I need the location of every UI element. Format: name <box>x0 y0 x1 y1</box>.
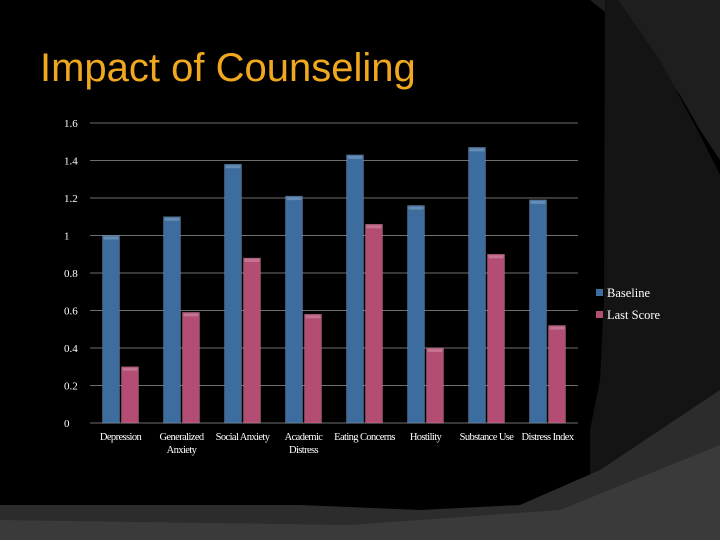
bar-highlight <box>408 206 424 210</box>
bar-last-score <box>426 347 444 424</box>
bar-highlight <box>488 255 504 259</box>
x-axis-labels: Depression Generalized Anxiety Social Anxie… <box>100 432 576 456</box>
decor-band-bottom <box>0 390 720 540</box>
y-tick-label: 1.2 <box>64 193 78 205</box>
legend-label: Baseline <box>607 286 650 300</box>
x-category-label: Distress Index <box>522 432 575 443</box>
bar-baseline <box>407 205 425 424</box>
bar-last-score <box>487 253 505 424</box>
y-axis-ticks: 0 0.2 0.4 0.6 0.8 1 1.2 1.4 1.6 <box>64 118 78 430</box>
bar-highlight <box>122 367 138 371</box>
bar-baseline <box>224 163 242 424</box>
bar-last-score <box>182 312 200 424</box>
bar-highlight <box>469 148 485 152</box>
slide-title: Impact of Counseling <box>40 46 416 90</box>
bar-highlight <box>305 315 321 319</box>
bar-baseline <box>102 235 120 424</box>
x-category-label: Depression <box>100 432 143 443</box>
bar-highlight <box>347 155 363 159</box>
x-category-label: Social Anxiety <box>216 432 271 443</box>
y-tick-label: 1 <box>64 231 70 243</box>
bar-baseline <box>346 154 364 424</box>
y-tick-label: 0.6 <box>64 306 78 318</box>
y-tick-label: 0.8 <box>64 268 78 280</box>
bar-highlight <box>183 313 199 317</box>
y-tick-label: 0.2 <box>64 381 78 393</box>
x-category-label: Eating Concerns <box>334 432 395 443</box>
y-tick-label: 0.4 <box>64 343 78 355</box>
bar-highlight <box>244 259 260 262</box>
x-category-label: Hostility <box>410 432 443 443</box>
y-tick-label: 1.4 <box>64 156 78 168</box>
bar-baseline <box>163 216 181 424</box>
legend-label: Last Score <box>607 308 661 322</box>
y-tick-label: 0 <box>64 418 70 430</box>
bar-highlight <box>549 326 565 330</box>
bar-baseline <box>468 147 486 424</box>
bar-highlight <box>366 225 382 229</box>
legend-swatch <box>596 289 603 296</box>
x-category-label: Generalized Anxiety <box>159 432 204 456</box>
bar-last-score <box>304 313 322 424</box>
bar-highlight <box>103 236 119 240</box>
chart-legend: Baseline Last Score <box>596 286 661 322</box>
decor-band-bottom-light <box>0 445 720 540</box>
bar-highlight <box>164 217 180 221</box>
decor-panel-right <box>590 0 720 540</box>
decor-arc-top-right <box>590 0 720 160</box>
bar-last-score <box>365 223 383 424</box>
bar-highlight <box>530 200 546 204</box>
x-category-label: Academic Distress <box>285 432 324 456</box>
legend-swatch <box>596 311 603 318</box>
bar-baseline <box>285 195 303 424</box>
chart-bars <box>102 147 566 424</box>
y-tick-label: 1.6 <box>64 118 78 130</box>
bar-highlight <box>286 197 302 201</box>
bar-highlight <box>225 165 241 169</box>
x-category-label: Substance Use <box>460 432 515 443</box>
bar-highlight <box>427 349 443 352</box>
bar-last-score <box>243 257 261 424</box>
bar-last-score <box>548 325 566 424</box>
bar-baseline <box>529 199 547 424</box>
bar-last-score <box>121 366 139 424</box>
